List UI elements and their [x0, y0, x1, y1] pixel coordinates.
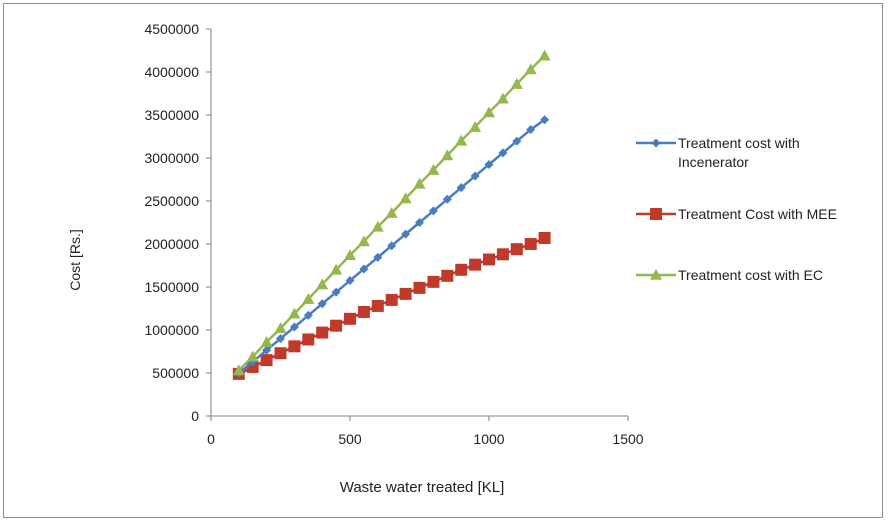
data-point	[427, 164, 440, 175]
y-tick-label: 3500000	[144, 107, 199, 123]
legend-item: Treatment Cost with MEE	[636, 206, 837, 222]
data-point	[274, 322, 287, 334]
y-tick-label: 2000000	[144, 236, 199, 252]
data-point	[385, 207, 398, 218]
x-tick-label: 500	[338, 431, 362, 447]
data-point	[288, 340, 301, 353]
data-point	[455, 263, 468, 276]
data-point	[274, 347, 287, 360]
data-point	[469, 258, 482, 271]
data-point	[455, 134, 468, 146]
y-tick-label: 1000000	[144, 322, 199, 338]
y-tick-label: 1500000	[144, 279, 199, 295]
data-point	[302, 293, 315, 304]
y-tick-label: 0	[191, 408, 199, 424]
data-point	[538, 231, 551, 244]
data-point	[483, 253, 495, 266]
data-point	[344, 312, 356, 325]
x-tick-label: 0	[207, 431, 215, 447]
data-point	[399, 287, 412, 300]
data-point	[510, 78, 523, 89]
data-point	[357, 305, 370, 318]
data-point	[496, 248, 509, 261]
chart-frame: 0 500000 1000000 1500000 2000000 2500000 30000…	[3, 3, 883, 518]
data-point	[415, 218, 424, 227]
data-point	[232, 364, 245, 376]
data-point	[526, 125, 536, 135]
legend-swatch-marker	[650, 208, 662, 220]
y-tick-label: 4500000	[144, 21, 199, 37]
data-point	[498, 148, 508, 158]
data-point	[330, 319, 343, 332]
data-point	[441, 269, 454, 282]
data-point	[288, 307, 301, 319]
y-tick-label: 2500000	[144, 193, 199, 209]
data-point	[413, 281, 426, 294]
legend-label: Treatment cost with	[678, 135, 800, 151]
data-point	[483, 106, 495, 118]
x-tick-label: 1500	[612, 431, 643, 447]
data-point	[262, 345, 272, 355]
data-point	[344, 249, 356, 260]
data-point	[276, 334, 285, 344]
data-point	[512, 136, 522, 146]
series-triangle	[232, 49, 551, 376]
data-point	[289, 322, 299, 332]
data-point	[428, 206, 438, 216]
legend-label: Incenerator	[678, 154, 749, 170]
data-point	[387, 241, 397, 251]
y-tick-label: 4000000	[144, 64, 199, 80]
data-point	[538, 49, 551, 61]
data-point	[441, 149, 454, 161]
data-point	[401, 229, 411, 239]
data-point	[470, 171, 480, 181]
data-point	[484, 159, 494, 169]
axes: 0 500000 1000000 1500000 2000000 2500000 30000…	[144, 21, 643, 447]
legend-label: Treatment Cost with MEE	[678, 206, 837, 222]
legend: Treatment cost withInceneratorTreatment …	[636, 135, 837, 283]
data-point	[540, 115, 550, 125]
data-point	[357, 235, 370, 247]
y-axis-label: Cost [Rs.]	[67, 229, 83, 290]
legend-swatch-marker	[651, 138, 661, 148]
y-tick-label: 3000000	[144, 150, 199, 166]
data-point	[496, 92, 509, 104]
data-point	[373, 252, 383, 262]
data-point	[345, 276, 355, 286]
data-point	[456, 183, 466, 193]
data-point	[510, 243, 523, 256]
legend-item: Treatment cost with Incenerator	[636, 135, 800, 170]
data-point	[469, 121, 482, 132]
series-square	[232, 231, 551, 380]
data-point	[413, 177, 426, 189]
data-point	[399, 192, 412, 204]
y-tick-label: 500000	[152, 365, 199, 381]
legend-swatch-marker	[650, 269, 662, 280]
legend-label: Treatment cost with EC	[678, 267, 823, 283]
x-axis-label: Waste water treated [KL]	[340, 479, 505, 496]
data-point	[442, 194, 452, 204]
data-point	[371, 299, 384, 312]
data-point	[260, 354, 273, 367]
legend-item: Treatment cost with EC	[636, 267, 823, 283]
x-tick-label: 1000	[473, 431, 504, 447]
data-point	[331, 287, 341, 297]
data-point	[260, 336, 273, 347]
data-point	[359, 264, 369, 274]
data-point	[524, 238, 537, 250]
data-point	[427, 275, 440, 288]
data-point	[316, 278, 329, 290]
data-point	[371, 220, 384, 232]
line-chart: 0 500000 1000000 1500000 2000000 2500000 30000…	[67, 21, 837, 496]
data-point	[316, 326, 329, 339]
series-diamond	[234, 115, 550, 378]
data-point	[246, 350, 259, 362]
data-point	[317, 299, 327, 309]
data-point	[385, 293, 398, 306]
data-point	[330, 263, 343, 275]
data-point	[302, 333, 315, 346]
series-layer	[232, 49, 551, 380]
data-point	[524, 63, 537, 75]
data-point	[303, 310, 313, 320]
